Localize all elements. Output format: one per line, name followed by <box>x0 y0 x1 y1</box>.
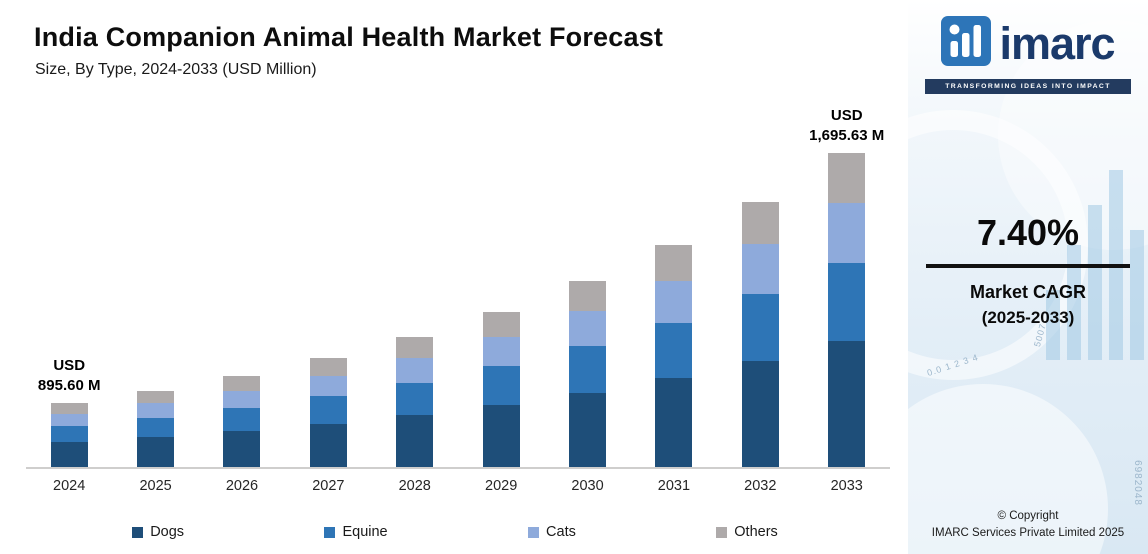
decorative-bar-chart <box>1046 160 1144 360</box>
cagr-value: 7.40% <box>976 212 1080 253</box>
bar-segment-cats <box>741 244 779 295</box>
bar-segment-dogs <box>50 441 88 467</box>
legend-item-equine: Equine <box>324 524 388 540</box>
bar-segment-cats <box>50 413 88 426</box>
bar-segment-dogs <box>223 430 261 467</box>
bar-segment-cats <box>309 375 347 397</box>
bar-segment-others <box>828 153 866 204</box>
bar-segment-others <box>396 337 434 358</box>
x-axis-label: 2031 <box>657 478 691 494</box>
cagr-underline <box>926 264 1130 268</box>
chart-section: India Companion Animal Health Market For… <box>26 22 890 540</box>
bar-segment-others <box>50 403 88 414</box>
legend-item-cats: Cats <box>528 524 576 540</box>
legend-item-dogs: Dogs <box>132 524 184 540</box>
legend-label: Cats <box>546 524 576 540</box>
legend-swatch <box>528 526 540 538</box>
imarc-logo-text: imarc <box>999 18 1115 69</box>
legend-swatch <box>716 526 728 538</box>
cagr-period: (2025-2033) <box>981 308 1075 327</box>
bar-group-2032: 2032 <box>741 201 779 494</box>
bar-segment-equine <box>482 366 520 405</box>
value-annotation-2033: USD 1,695.63 M <box>809 106 885 144</box>
bar-segment-equine <box>655 322 693 379</box>
bar-segment-equine <box>223 407 261 431</box>
page-title: India Companion Animal Health Market For… <box>34 22 664 52</box>
bar-segment-others <box>741 201 779 245</box>
x-axis-label: 2026 <box>225 478 259 494</box>
bar-group-2031: 2031 <box>655 245 693 494</box>
legend-label: Dogs <box>150 524 185 540</box>
imarc-logo-icon <box>941 16 992 71</box>
legend-label: Equine <box>342 524 388 540</box>
decorative-bar <box>1067 245 1081 360</box>
bar-group-2029: 2029 <box>482 311 520 494</box>
bar-segment-dogs <box>569 392 607 467</box>
cagr-block: 7.40% Market CAGR (2025-2033) <box>908 212 1148 328</box>
bar-segment-others <box>482 311 520 337</box>
bar-group-2025: 2025 <box>137 390 175 494</box>
decorative-bar <box>1130 230 1144 360</box>
bar-group-2027: 2027 <box>309 358 347 494</box>
imarc-tagline: TRANSFORMING IDEAS INTO IMPACT <box>925 79 1131 94</box>
bar-group-2030: 2030 <box>569 281 607 494</box>
bar-segment-cats <box>569 311 607 347</box>
bar-segment-cats <box>137 403 175 418</box>
bar-segment-others <box>137 390 175 404</box>
value-annotation-2024: USD 895.60 M <box>37 356 101 395</box>
bar-segment-equine <box>396 382 434 415</box>
bar-segment-equine <box>569 346 607 393</box>
legend-label: Others <box>734 524 778 540</box>
chart-legend: Dogs Equine Cats Others <box>62 524 848 540</box>
bar-group-2024: 2024 USD 895.60 M <box>38 357 101 494</box>
x-axis-label: 2028 <box>398 478 431 494</box>
bar-segment-others <box>223 376 261 391</box>
legend-item-others: Others <box>716 524 778 540</box>
bar-segment-others <box>655 245 693 281</box>
x-axis-label: 2029 <box>485 478 518 494</box>
x-axis-label: 2027 <box>312 478 345 494</box>
bar-segment-cats <box>396 357 434 383</box>
bar-segment-others <box>309 358 347 376</box>
bar-group-2033: 2033 USD 1,695.63 M <box>809 107 884 494</box>
bar-segment-equine <box>50 425 88 442</box>
decorative-numbers: 6982048 <box>1132 460 1143 506</box>
bar-segment-equine <box>828 262 866 342</box>
imarc-logo: imarc TRANSFORMING IDEAS INTO IMPACT <box>908 16 1148 94</box>
decorative-bar <box>1088 205 1102 360</box>
bar-segment-dogs <box>396 415 434 467</box>
bar-segment-dogs <box>828 341 866 467</box>
bar-segment-equine <box>309 396 347 424</box>
copyright-line2: IMARC Services Private Limited 2025 <box>931 526 1125 539</box>
bar-segment-cats <box>223 390 261 408</box>
bar-group-2026: 2026 <box>223 376 261 494</box>
bar-segment-equine <box>137 417 175 437</box>
bar-segment-cats <box>655 280 693 323</box>
bar-segment-cats <box>482 336 520 367</box>
bar-segment-dogs <box>137 436 175 467</box>
x-axis-label: 2024 <box>53 478 86 494</box>
bar-group-2028: 2028 <box>396 337 434 494</box>
copyright: © Copyright IMARC Services Private Limit… <box>908 508 1148 543</box>
x-axis-label: 2033 <box>830 478 863 494</box>
x-axis-label: 2032 <box>744 478 777 494</box>
bar-segment-dogs <box>655 378 693 467</box>
chart-subtitle: Size, By Type, 2024-2033 (USD Million) <box>35 61 317 78</box>
x-axis-label: 2030 <box>571 478 604 494</box>
cagr-label: Market CAGR <box>969 282 1087 302</box>
plot-area: 2024 USD 895.60 M 2025 2026 2027 2028 2029 2030 2… <box>26 107 890 494</box>
legend-swatch <box>132 526 144 538</box>
bar-segment-others <box>569 281 607 312</box>
legend-swatch <box>324 526 336 538</box>
bar-segment-cats <box>828 203 866 263</box>
bar-segment-dogs <box>482 404 520 467</box>
bar-segment-dogs <box>309 423 347 467</box>
copyright-line1: © Copyright <box>997 509 1059 522</box>
x-axis-label: 2025 <box>139 478 172 494</box>
side-panel: 6982048 0.0 1 2 3 4 5007 imarc TRANSFORM… <box>908 0 1148 554</box>
bar-segment-dogs <box>741 360 779 467</box>
decorative-bar <box>1046 290 1060 360</box>
bar-segment-equine <box>741 294 779 361</box>
